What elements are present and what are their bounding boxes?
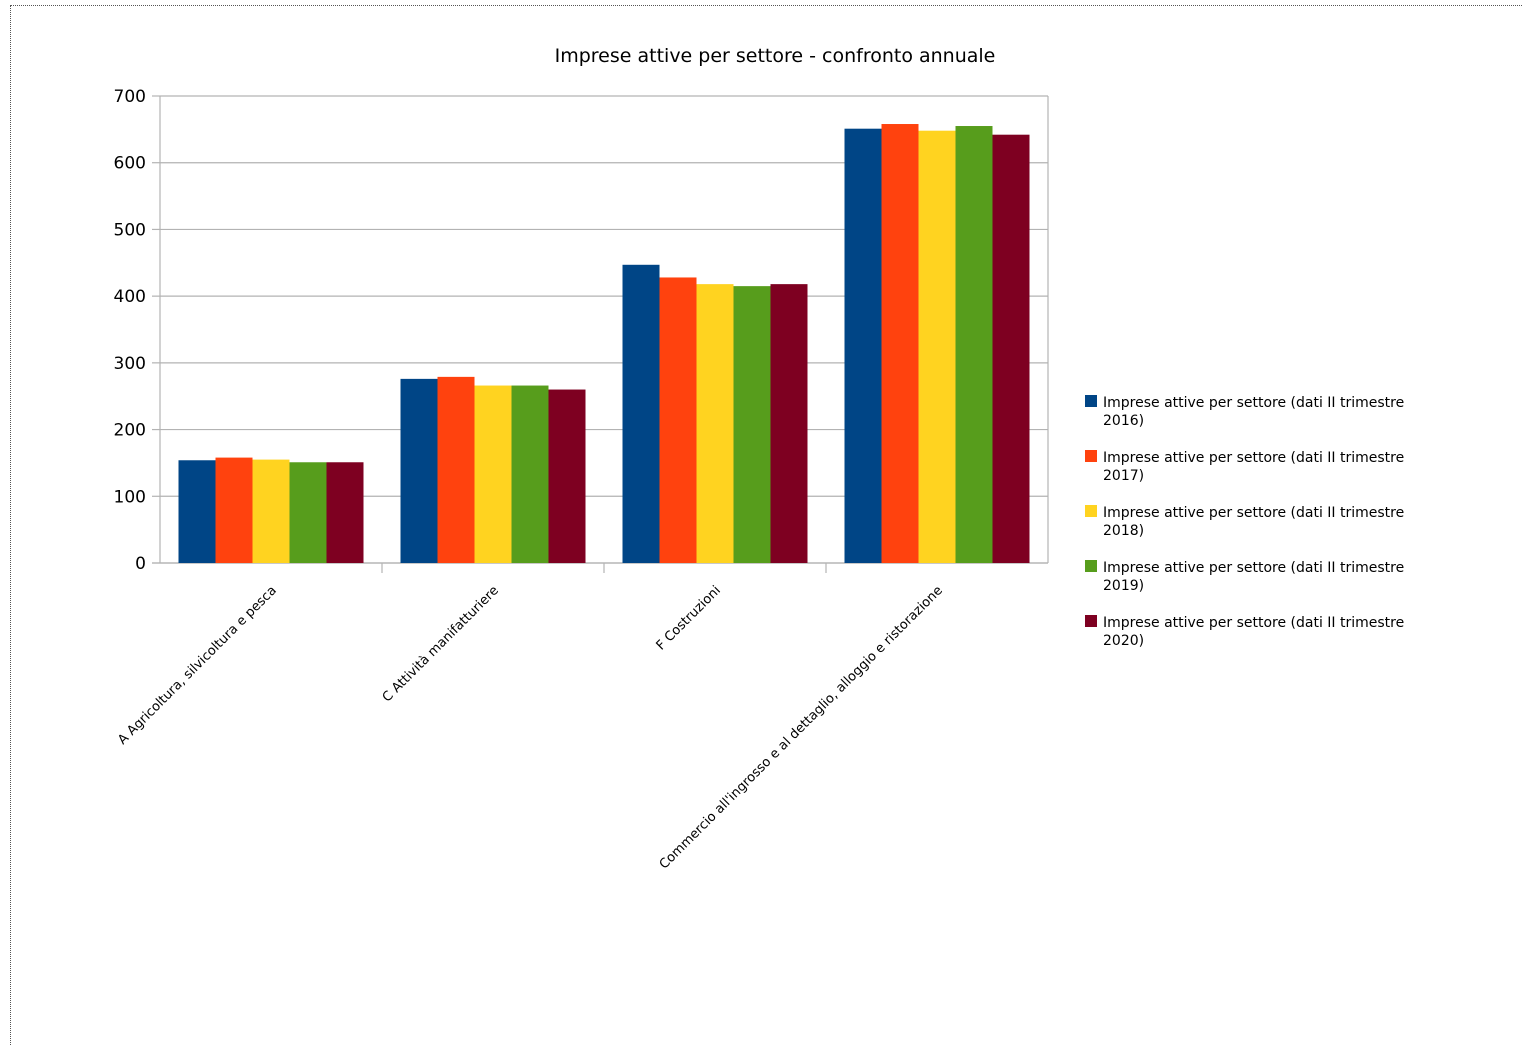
legend-label: Imprese attive per settore (dati II trim… [1103, 560, 1404, 594]
x-tick-label: A Agricoltura, silvicoltura e pesca [115, 583, 280, 748]
x-tick-label: Commercio all'ingrosso e al dettaglio, a… [657, 583, 946, 872]
legend-swatch [1085, 450, 1097, 462]
bar [326, 462, 364, 563]
y-tick-label: 500 [114, 220, 146, 240]
y-tick-label: 100 [114, 487, 146, 507]
bar [992, 134, 1030, 564]
bars [178, 124, 1030, 564]
bar [215, 457, 253, 563]
legend-swatch [1085, 395, 1097, 407]
y-tick-label: 200 [114, 421, 146, 441]
bar [770, 284, 808, 563]
legend-swatch [1085, 560, 1097, 572]
chart-title: Imprese attive per settore - confronto a… [555, 45, 996, 67]
bar [659, 277, 697, 563]
bar [733, 286, 771, 563]
chart-frame [10, 5, 1522, 1045]
bar [511, 385, 549, 563]
x-tick-label: C Attività manifatturiere [380, 583, 502, 705]
bar [696, 284, 734, 563]
y-tick-label: 0 [135, 554, 146, 574]
x-tick-label: F Costruzioni [654, 583, 724, 653]
bar [955, 126, 993, 564]
bar [400, 378, 438, 563]
bar [437, 376, 475, 563]
bar [844, 128, 882, 563]
legend-swatch [1085, 615, 1097, 627]
bar [474, 385, 512, 563]
bar [548, 389, 586, 563]
y-tick-label: 600 [114, 154, 146, 174]
y-tick-label: 700 [114, 87, 146, 107]
bar [918, 130, 956, 564]
bar [881, 124, 919, 564]
legend-label: Imprese attive per settore (dati II trim… [1103, 395, 1404, 429]
legend-swatch [1085, 505, 1097, 517]
bar [289, 462, 327, 563]
y-tick-label: 400 [114, 287, 146, 307]
legend-label: Imprese attive per settore (dati II trim… [1103, 615, 1404, 649]
bar [622, 264, 660, 563]
bar [178, 460, 216, 563]
legend-label: Imprese attive per settore (dati II trim… [1103, 450, 1404, 484]
y-tick-label: 300 [114, 354, 146, 374]
legend-label: Imprese attive per settore (dati II trim… [1103, 505, 1404, 539]
legend: Imprese attive per settore (dati II trim… [1085, 395, 1404, 649]
bar [252, 459, 290, 563]
